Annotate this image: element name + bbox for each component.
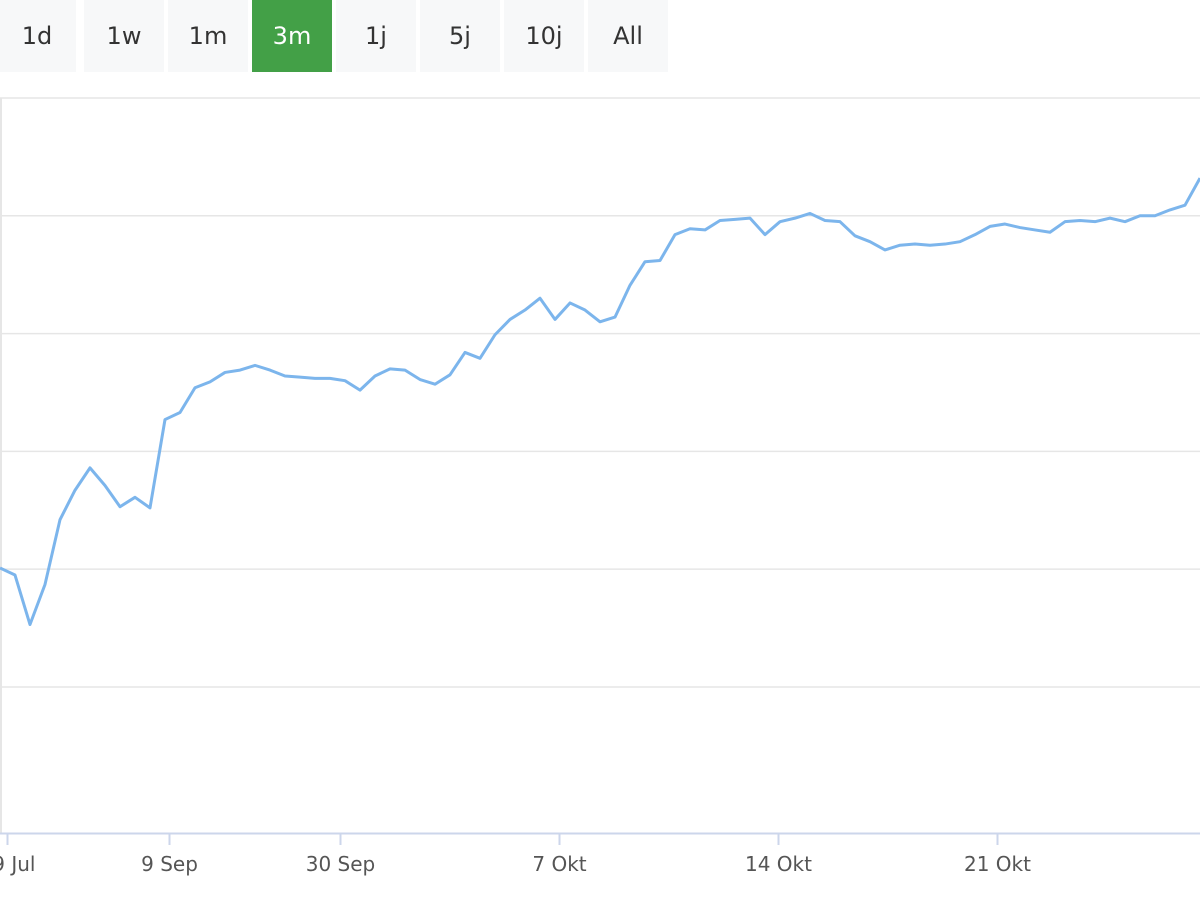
x-tick-label: 29 Jul: [0, 852, 35, 876]
range-button[interactable]: 1d: [0, 0, 76, 72]
range-button[interactable]: All: [588, 0, 668, 72]
range-button[interactable]: 1j: [336, 0, 416, 72]
range-button[interactable]: 1m: [168, 0, 248, 72]
x-tick-label: 14 Okt: [745, 852, 812, 876]
x-tick-label: 7 Okt: [532, 852, 586, 876]
x-tick-label: 9 Sep: [141, 852, 198, 876]
x-tick-label: 21 Okt: [964, 852, 1031, 876]
range-button[interactable]: 5j: [420, 0, 500, 72]
x-tick-label: 30 Sep: [306, 852, 376, 876]
range-button[interactable]: 3m: [252, 0, 332, 72]
price-line: [0, 177, 1200, 627]
range-button[interactable]: 10j: [504, 0, 584, 72]
range-button[interactable]: 1w: [84, 0, 164, 72]
